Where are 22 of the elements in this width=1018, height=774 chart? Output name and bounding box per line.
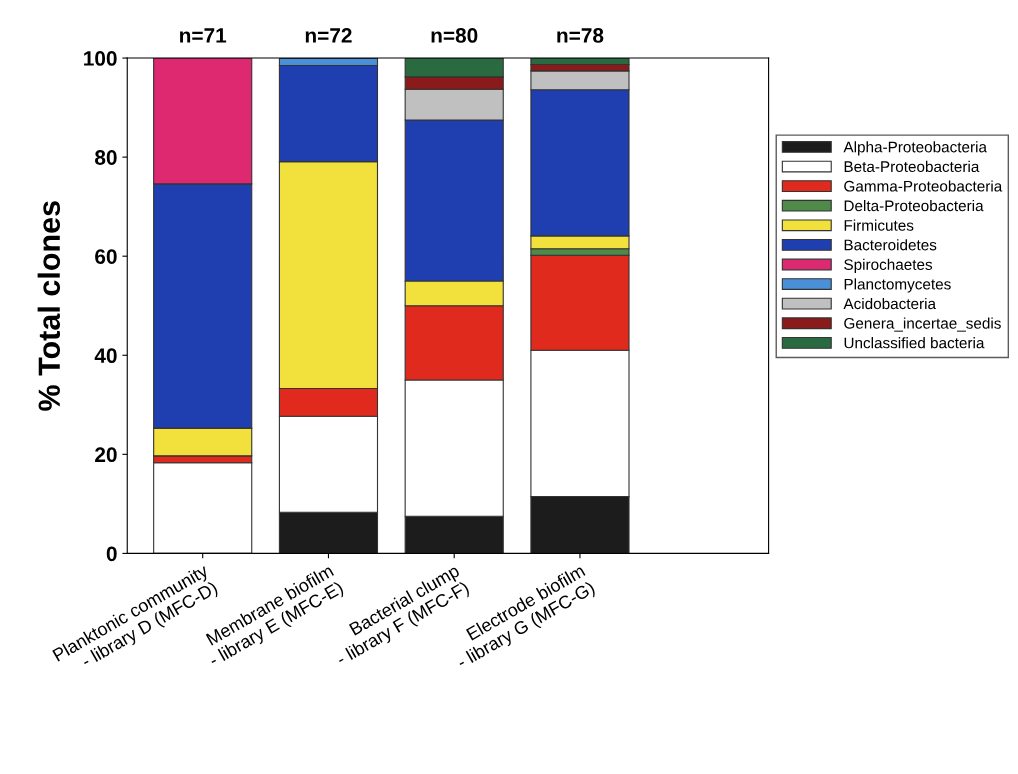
annotation: n=80: [431, 28, 478, 43]
y-axis-title: % Total clones: [37, 201, 61, 411]
legend-label: Alpha-Proteobacteria: [843, 141, 987, 156]
y-tick-label: 20: [95, 447, 117, 463]
legend-label: Delta-Proteobacteria: [844, 199, 984, 212]
annotation: n=71: [180, 28, 227, 43]
legend-label: Gamma-Proteobacteria: [844, 180, 1003, 192]
legend-label: Unclassified bacteria: [844, 337, 985, 349]
legend-label: Firmicutes: [844, 219, 914, 231]
legend-label: Bacteroidetes: [844, 239, 937, 251]
y-tick-label: 80: [95, 150, 117, 165]
y-tick-label: 0: [106, 546, 117, 562]
legend-label: Spirochaetes: [844, 258, 933, 273]
y-tick-label: 60: [95, 249, 117, 264]
legend-label: Beta-Proteobacteria: [844, 160, 980, 173]
y-tick-label: 40: [94, 348, 117, 364]
legend-label: Genera_incertae_sedis: [844, 317, 1001, 332]
y-tick-label: 100: [84, 51, 117, 66]
annotation: n=72: [305, 28, 352, 43]
legend-label: Acidobacteria: [843, 297, 937, 310]
legend-label: Planctomycetes: [844, 278, 951, 293]
annotation: n=78: [557, 28, 604, 43]
